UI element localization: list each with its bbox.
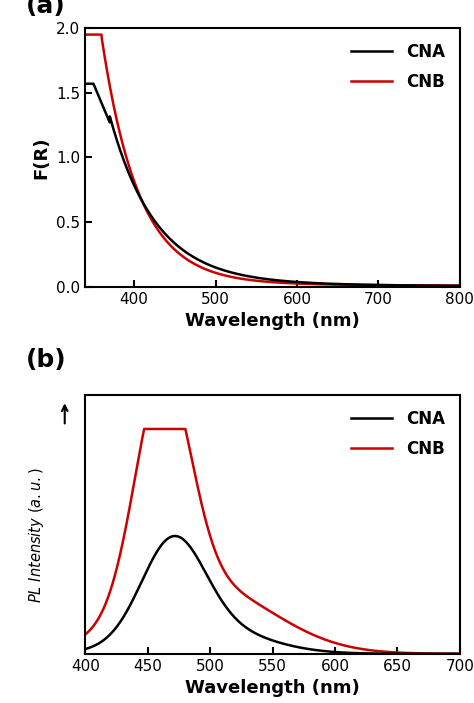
- CNA: [457, 282, 463, 290]
- CNB: [101, 51, 107, 60]
- CNA: [446, 281, 452, 290]
- CNA: [265, 635, 271, 643]
- Line: CNA: CNA: [85, 536, 460, 654]
- CNA: [172, 531, 178, 540]
- CNA: [377, 280, 383, 289]
- CNB: [141, 425, 147, 433]
- CNB: [82, 30, 88, 39]
- Line: CNA: CNA: [85, 84, 460, 286]
- CNB: [255, 600, 261, 608]
- CNA: [82, 79, 88, 88]
- CNB: [377, 281, 383, 290]
- CNB: [446, 281, 452, 290]
- Text: (a): (a): [26, 0, 65, 18]
- Legend: CNA, CNB: CNA, CNB: [344, 37, 451, 98]
- CNB: [446, 281, 452, 290]
- CNA: [446, 650, 452, 658]
- CNA: [446, 281, 452, 290]
- CNA: [82, 645, 88, 653]
- CNA: [255, 630, 261, 638]
- CNA: [446, 650, 452, 658]
- CNB: [457, 650, 463, 658]
- CNA: [457, 650, 463, 658]
- Line: CNB: CNB: [85, 429, 460, 654]
- CNB: [457, 281, 463, 290]
- CNB: [446, 650, 452, 658]
- CNB: [377, 647, 383, 655]
- CNB: [101, 602, 107, 611]
- CNB: [264, 278, 270, 286]
- CNA: [377, 650, 383, 658]
- Text: (b): (b): [26, 348, 66, 372]
- CNB: [265, 605, 271, 614]
- Y-axis label: F(R): F(R): [33, 136, 51, 179]
- CNB: [82, 630, 88, 638]
- CNA: [101, 105, 107, 114]
- X-axis label: Wavelength (nm): Wavelength (nm): [185, 679, 360, 697]
- CNA: [264, 275, 270, 283]
- Legend: CNA, CNB: CNA, CNB: [344, 404, 451, 465]
- CNA: [101, 636, 107, 644]
- CNB: [446, 650, 452, 658]
- X-axis label: Wavelength (nm): Wavelength (nm): [185, 312, 360, 330]
- Text: $\mathit{PL\ Intensity\ (a.u.)}$: $\mathit{PL\ Intensity\ (a.u.)}$: [27, 467, 46, 602]
- CNB: [255, 276, 260, 285]
- Line: CNB: CNB: [85, 34, 460, 285]
- CNA: [255, 273, 260, 282]
